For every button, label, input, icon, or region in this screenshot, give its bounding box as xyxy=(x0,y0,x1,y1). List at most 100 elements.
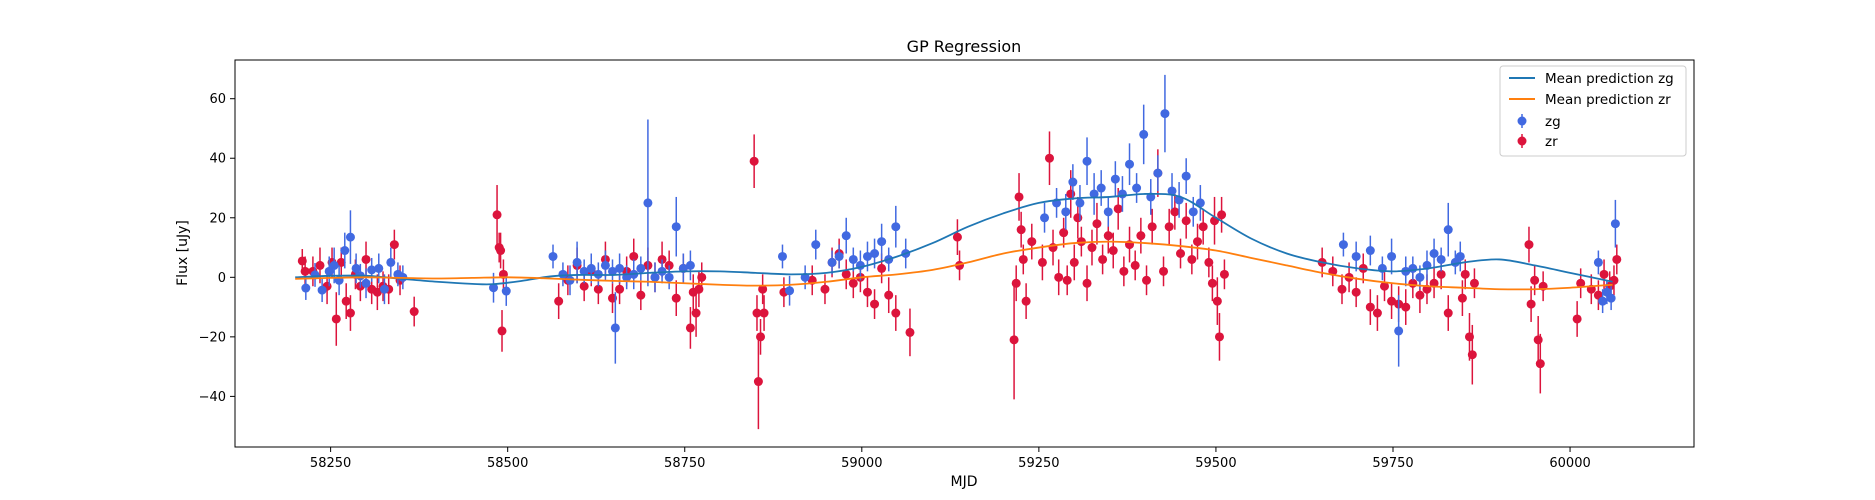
zr-data-point xyxy=(884,277,894,314)
zg-data-point xyxy=(1195,185,1205,221)
zg-marker xyxy=(877,237,887,247)
zr-marker xyxy=(1142,275,1152,285)
zg-data-point xyxy=(610,292,620,364)
zg-marker xyxy=(367,265,377,275)
zr-marker xyxy=(579,281,589,291)
zr-data-point xyxy=(1011,265,1021,302)
zr-marker xyxy=(593,284,603,294)
y-tick-label: 40 xyxy=(209,152,226,167)
zg-marker xyxy=(1606,293,1616,303)
legend-label-zg: zg xyxy=(1545,114,1561,130)
zr-data-point xyxy=(952,219,962,255)
zr-marker xyxy=(841,269,851,279)
zg-data-point xyxy=(340,232,350,269)
zr-marker xyxy=(1372,308,1382,318)
zr-data-point xyxy=(905,308,915,357)
zg-marker xyxy=(386,257,396,267)
zg-data-point xyxy=(1436,247,1446,272)
zg-marker xyxy=(870,249,880,258)
zg-marker xyxy=(600,260,610,270)
zr-marker xyxy=(753,377,763,387)
zg-marker xyxy=(1160,109,1170,119)
zg-marker xyxy=(664,272,674,282)
zg-marker xyxy=(489,283,499,293)
zg-marker xyxy=(1132,183,1142,193)
zg-marker xyxy=(841,231,851,241)
zg-marker xyxy=(650,272,660,282)
zr-marker xyxy=(372,287,382,297)
zr-marker xyxy=(1087,243,1097,253)
zr-data-point xyxy=(671,280,681,317)
zr-data-point xyxy=(1599,259,1609,290)
zr-marker xyxy=(1176,249,1186,258)
zr-marker xyxy=(749,156,759,166)
legend-label-mean-prediction-zg: Mean prediction zg xyxy=(1545,71,1674,87)
zg-data-point xyxy=(565,265,575,296)
zr-marker xyxy=(1130,260,1140,270)
zg-data-point xyxy=(1160,74,1170,153)
zg-marker xyxy=(1103,207,1113,217)
zr-data-point xyxy=(759,295,769,331)
zg-data-point xyxy=(1075,185,1085,221)
zr-marker xyxy=(496,246,506,256)
zr-marker xyxy=(336,257,346,267)
zg-data-point xyxy=(664,265,674,290)
zg-data-point xyxy=(650,262,660,293)
zg-data-point xyxy=(1153,155,1163,191)
zg-data-point xyxy=(1429,238,1439,269)
zg-data-point xyxy=(827,250,837,275)
zg-data-point xyxy=(1089,173,1099,215)
zr-data-point xyxy=(1467,324,1477,385)
zr-data-point xyxy=(1136,217,1146,254)
y-tick-label: 0 xyxy=(218,271,226,286)
zg-marker xyxy=(862,251,872,261)
zg-data-point xyxy=(811,229,821,260)
zg-marker xyxy=(1096,183,1106,193)
zg-marker xyxy=(1338,240,1348,250)
zg-marker xyxy=(317,285,327,295)
zr-marker xyxy=(1379,281,1389,291)
zr-data-point xyxy=(1009,280,1019,400)
zr-marker xyxy=(331,314,341,324)
zr-data-point xyxy=(685,307,695,349)
zr-data-point xyxy=(1572,301,1582,337)
zr-marker xyxy=(1066,189,1076,199)
zr-data-point xyxy=(1457,280,1467,317)
zg-data-point xyxy=(586,253,596,284)
zg-data-point xyxy=(1338,232,1348,257)
zr-marker xyxy=(820,284,830,294)
zg-data-point xyxy=(501,276,511,306)
zr-marker xyxy=(492,210,502,220)
zg-marker xyxy=(615,263,625,273)
zg-marker xyxy=(811,240,821,250)
zg-data-point xyxy=(1040,202,1050,233)
x-tick-label: 58500 xyxy=(487,456,528,471)
zr-marker xyxy=(1219,269,1229,279)
zr-data-point xyxy=(1535,333,1545,394)
zr-marker xyxy=(1011,278,1021,288)
zg-marker xyxy=(777,251,787,261)
zg-points-layer xyxy=(301,74,1620,367)
zr-marker xyxy=(1576,278,1586,288)
zr-marker xyxy=(1136,231,1146,241)
zg-data-point xyxy=(1132,173,1142,203)
zg-data-point xyxy=(877,223,887,260)
zg-data-point xyxy=(379,274,389,305)
zg-data-point xyxy=(1103,196,1113,227)
zr-data-point xyxy=(345,295,355,331)
zr-data-point xyxy=(1576,268,1586,299)
zr-marker xyxy=(1351,287,1361,297)
zg-data-point xyxy=(615,253,625,284)
zr-data-point xyxy=(870,289,880,319)
y-tick-label: 20 xyxy=(209,211,226,226)
zg-data-point xyxy=(301,276,311,300)
zr-marker xyxy=(752,308,762,318)
zr-marker xyxy=(685,323,695,333)
zg-data-point xyxy=(324,256,334,287)
zr-data-point xyxy=(1021,283,1031,319)
zr-data-point xyxy=(1379,271,1389,302)
zr-marker xyxy=(1533,335,1543,345)
zr-marker xyxy=(877,263,887,273)
zg-marker xyxy=(361,278,371,288)
zr-marker xyxy=(1572,314,1582,324)
